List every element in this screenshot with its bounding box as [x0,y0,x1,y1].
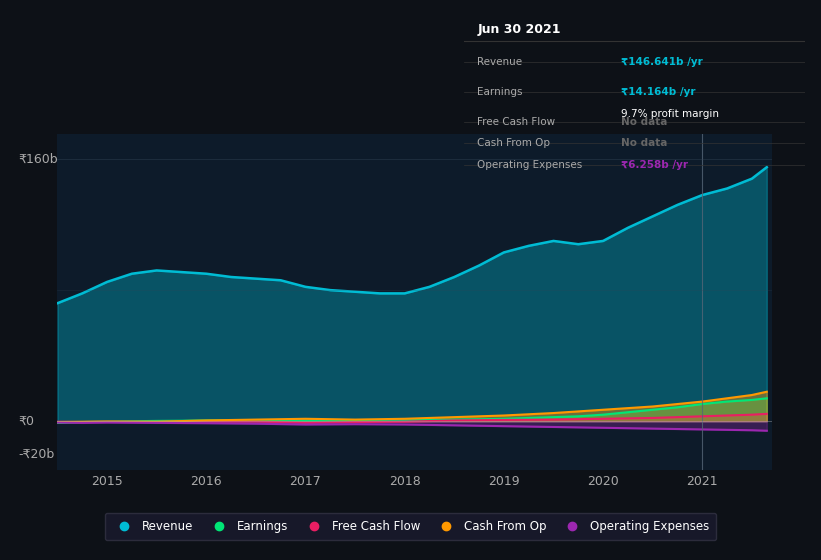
Text: ₹0: ₹0 [18,415,34,428]
Text: Free Cash Flow: Free Cash Flow [478,117,556,127]
Text: ₹6.258b /yr: ₹6.258b /yr [621,160,688,170]
Text: 9.7% profit margin: 9.7% profit margin [621,109,718,119]
Text: Jun 30 2021: Jun 30 2021 [478,23,561,36]
Text: Cash From Op: Cash From Op [478,138,551,148]
Text: ₹146.641b /yr: ₹146.641b /yr [621,58,702,67]
Text: -₹20b: -₹20b [18,447,54,460]
Legend: Revenue, Earnings, Free Cash Flow, Cash From Op, Operating Expenses: Revenue, Earnings, Free Cash Flow, Cash … [105,513,716,540]
Text: Revenue: Revenue [478,58,523,67]
Text: ₹160b: ₹160b [18,152,57,166]
Text: Operating Expenses: Operating Expenses [478,160,583,170]
Text: Earnings: Earnings [478,87,523,97]
Text: No data: No data [621,138,667,148]
Text: No data: No data [621,117,667,127]
Text: ₹14.164b /yr: ₹14.164b /yr [621,87,695,97]
